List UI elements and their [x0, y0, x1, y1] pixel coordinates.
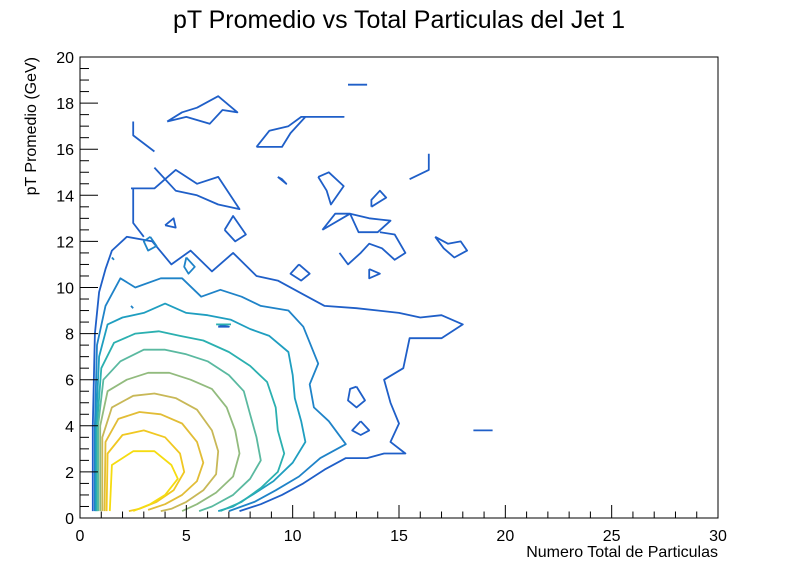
contour-level-7 — [101, 392, 220, 512]
chart-title: pT Promedio vs Total Particulas del Jet … — [173, 6, 625, 34]
contour-level-3 — [95, 302, 307, 512]
contour-island-14 — [338, 231, 407, 266]
contour-level-8 — [103, 411, 205, 512]
y-tick-label: 6 — [65, 373, 74, 390]
y-axis-label: pT Promedio (GeV) — [23, 57, 40, 195]
x-tick-label: 5 — [182, 528, 191, 545]
y-tick-label: 20 — [56, 50, 74, 67]
contour-island-7 — [277, 176, 288, 185]
x-tick-label: 15 — [390, 528, 408, 545]
x-tick-label: 0 — [76, 528, 85, 545]
y-tick-label: 4 — [65, 419, 74, 436]
contour-island-25 — [130, 305, 134, 309]
x-tick-label: 10 — [284, 528, 302, 545]
contour-island-8 — [317, 171, 345, 206]
x-tick-label: 25 — [603, 528, 621, 545]
contour-level-1 — [91, 235, 464, 512]
contour-level-5 — [97, 348, 262, 512]
y-tick-label: 12 — [56, 234, 74, 251]
contour-island-10 — [409, 153, 430, 181]
contour-island-5 — [131, 166, 241, 211]
contour-island-16 — [289, 263, 311, 282]
contour-island-15 — [434, 236, 469, 259]
contour-island-11 — [164, 217, 177, 229]
x-tick-label: 20 — [496, 528, 514, 545]
y-tick-label: 2 — [65, 465, 74, 482]
contour-lines — [91, 83, 493, 512]
contour-island-23 — [183, 256, 196, 275]
contour-island-18 — [347, 385, 366, 409]
contour-island-19 — [351, 420, 371, 436]
contour-level-4 — [96, 330, 286, 512]
y-tick-label: 18 — [56, 96, 74, 113]
contour-island-13 — [321, 212, 392, 234]
y-tick-label: 0 — [65, 511, 74, 528]
y-axis: 0 2 4 6 8 10 12 14 16 18 20 — [56, 50, 98, 528]
contour-island-9 — [370, 189, 388, 208]
contour-island-22 — [142, 236, 158, 252]
y-tick-label: 16 — [56, 142, 74, 159]
contour-level-10 — [108, 450, 179, 512]
y-tick-label: 14 — [56, 188, 74, 205]
contour-island-24 — [111, 256, 115, 261]
contour-island-4 — [132, 121, 155, 153]
x-axis-label: Numero Total de Particulas — [526, 544, 718, 561]
contour-island-6 — [132, 188, 145, 238]
x-axis: 0 5 10 15 20 25 30 — [76, 505, 727, 545]
contour-island-3 — [255, 116, 345, 148]
contour-island-17 — [368, 268, 381, 280]
contour-island-12 — [223, 215, 247, 243]
contour-level-2 — [94, 277, 347, 512]
contour-level-6 — [99, 371, 241, 512]
y-tick-label: 10 — [56, 281, 74, 298]
x-tick-label: 30 — [709, 528, 727, 545]
contour-island-2 — [166, 95, 239, 125]
y-tick-label: 8 — [65, 327, 74, 344]
